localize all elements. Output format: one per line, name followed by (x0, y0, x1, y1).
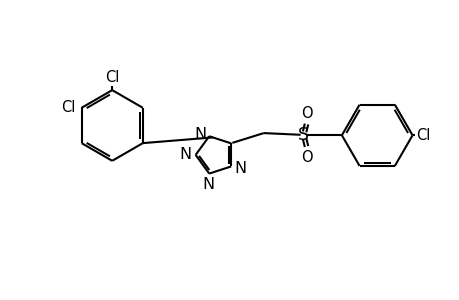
Text: Cl: Cl (415, 128, 430, 143)
Text: O: O (300, 106, 312, 121)
Text: O: O (300, 149, 312, 164)
Text: Cl: Cl (105, 70, 119, 85)
Text: N: N (179, 147, 191, 162)
Text: N: N (202, 177, 214, 192)
Text: N: N (234, 161, 246, 176)
Text: S: S (297, 126, 308, 144)
Text: Cl: Cl (61, 100, 76, 115)
Text: N: N (194, 127, 206, 142)
